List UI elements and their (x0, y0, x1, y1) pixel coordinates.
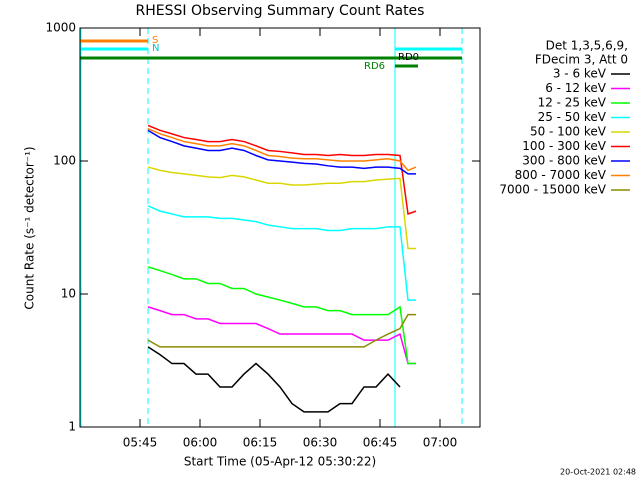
x-tick-label: 07:00 (423, 436, 458, 450)
x-tick-label: 06:45 (363, 436, 398, 450)
series-line (147, 266, 416, 365)
series-line (147, 127, 417, 172)
plot-frame (79, 27, 481, 428)
legend-label: 800 - 7000 keV (515, 168, 607, 182)
flag-label: RD0 (398, 52, 419, 63)
legend-label: 7000 - 15000 keV (499, 183, 606, 197)
y-axis-label: Count Rate (s⁻¹ detector⁻¹) (23, 146, 37, 309)
legend-header: FDecim 3, Att 0 (535, 53, 628, 67)
series-line (147, 205, 416, 301)
x-tick-label: 06:30 (303, 436, 338, 450)
series-line (147, 166, 416, 250)
y-tick-label: 1 (68, 420, 76, 434)
y-tick-label: 100 (53, 154, 76, 168)
series-line (147, 313, 416, 348)
flag-label: N (152, 43, 159, 54)
x-axis-label: Start Time (05-Apr-12 05:30:22) (184, 455, 376, 469)
legend-label: 100 - 300 keV (522, 139, 606, 153)
y-tick-label: 10 (61, 287, 76, 301)
flag-label: S (152, 35, 158, 46)
series-line (147, 306, 416, 365)
overlay (80, 28, 463, 427)
legend-label: 6 - 12 keV (545, 81, 607, 95)
y-tick-label: 1000 (45, 21, 76, 35)
legend-label: 300 - 800 keV (522, 154, 606, 168)
series-line (147, 346, 401, 413)
legend-label: 12 - 25 keV (538, 96, 607, 110)
series-line (147, 129, 416, 175)
legend-label: 50 - 100 keV (530, 125, 607, 139)
footer: 20-Oct-2021 02:48 (560, 468, 636, 477)
x-tick-label: 06:15 (243, 436, 278, 450)
series-line (147, 124, 417, 215)
legend-label: 3 - 6 keV (553, 67, 607, 81)
x-tick-label: 06:00 (183, 436, 218, 450)
flag-label: RD6 (364, 61, 385, 72)
x-tick-label: 05:45 (123, 436, 158, 450)
legend-header: Det 1,3,5,6,9, (546, 39, 628, 53)
chart-title: RHESSI Observing Summary Count Rates (136, 3, 425, 19)
legend-label: 25 - 50 keV (538, 110, 607, 124)
